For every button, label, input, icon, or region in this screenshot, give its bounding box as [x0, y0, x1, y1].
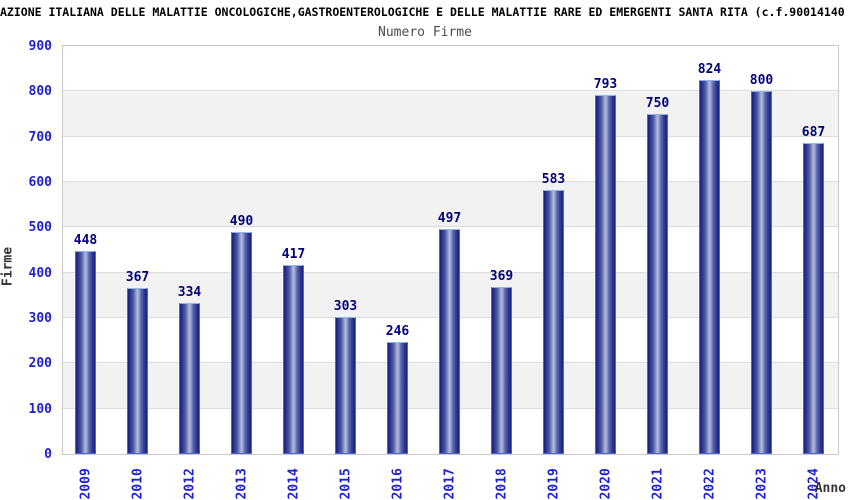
chart-subtitle: Numero Firme	[378, 25, 472, 40]
x-tick-label: 2022	[702, 468, 717, 500]
y-tick-label: 200	[28, 356, 52, 372]
y-tick-label: 700	[28, 129, 52, 145]
bar-2010	[127, 287, 148, 454]
y-tick-label: 900	[28, 39, 52, 54]
gridline	[63, 90, 838, 92]
bar-value-label: 246	[385, 324, 410, 340]
x-tick-label: 2018	[494, 468, 509, 500]
gridline	[63, 181, 838, 182]
plot-area: 448 367 334 490 417 303 246 497 369 583 793 750 824 8…	[62, 45, 839, 455]
y-tick-label: 600	[28, 175, 52, 190]
x-tick-label: 2015	[338, 468, 353, 500]
x-tick-label: 2016	[390, 468, 405, 500]
bar-value-label: 687	[801, 124, 826, 140]
bar-value-label: 417	[281, 246, 306, 262]
x-tick-label: 2017	[442, 468, 457, 500]
bar-2021	[647, 114, 668, 454]
bar-2013	[231, 231, 252, 454]
bar-value-label: 369	[489, 268, 514, 284]
y-tick-label: 500	[28, 220, 52, 236]
x-tick-label: 2019	[546, 468, 561, 500]
bar-value-label: 367	[125, 269, 150, 285]
bar-value-label: 303	[333, 298, 358, 314]
x-tick-label: 2023	[754, 468, 769, 500]
x-tick-label: 2009	[78, 468, 93, 500]
bar-2014	[283, 264, 304, 454]
bar-2018	[491, 286, 512, 454]
y-tick-label: 300	[28, 311, 52, 326]
bar-2017	[439, 228, 460, 454]
bar-value-label: 750	[645, 96, 670, 111]
bar-2016	[387, 342, 408, 454]
x-tick-label: 2014	[286, 468, 301, 500]
bar-value-label: 497	[437, 210, 462, 226]
bar-2009	[75, 250, 96, 454]
bar-value-label: 490	[229, 213, 254, 229]
bar-value-label: 824	[697, 62, 722, 78]
gridline	[63, 135, 838, 137]
x-tick-label: 2012	[182, 468, 197, 500]
bar-value-label: 448	[73, 232, 98, 248]
bar-2023	[751, 91, 772, 454]
bar-2024	[803, 142, 824, 454]
bar-value-label: 334	[177, 284, 202, 300]
bar-value-label: 800	[749, 73, 774, 89]
x-axis-title: Anno	[814, 481, 846, 496]
gridline	[63, 226, 838, 228]
x-tick-label: 2021	[650, 468, 665, 500]
y-tick-label: 100	[28, 401, 52, 417]
bar-2015	[335, 316, 356, 454]
x-tick-label: 2020	[598, 468, 613, 500]
chart-title: AZIONE ITALIANA DELLE MALATTIE ONCOLOGIC…	[0, 5, 845, 19]
bar-2022	[699, 80, 720, 454]
x-tick-label: 2010	[130, 468, 145, 500]
y-tick-label: 0	[44, 447, 52, 462]
y-tick-label: 800	[28, 84, 52, 100]
x-tick-label: 2013	[234, 468, 249, 500]
y-tick-label: 400	[28, 265, 52, 281]
bar-2020	[595, 94, 616, 454]
bar-value-label: 583	[541, 171, 566, 187]
bar-2019	[543, 189, 564, 454]
bar-2012	[179, 302, 200, 454]
bar-value-label: 793	[593, 76, 618, 92]
